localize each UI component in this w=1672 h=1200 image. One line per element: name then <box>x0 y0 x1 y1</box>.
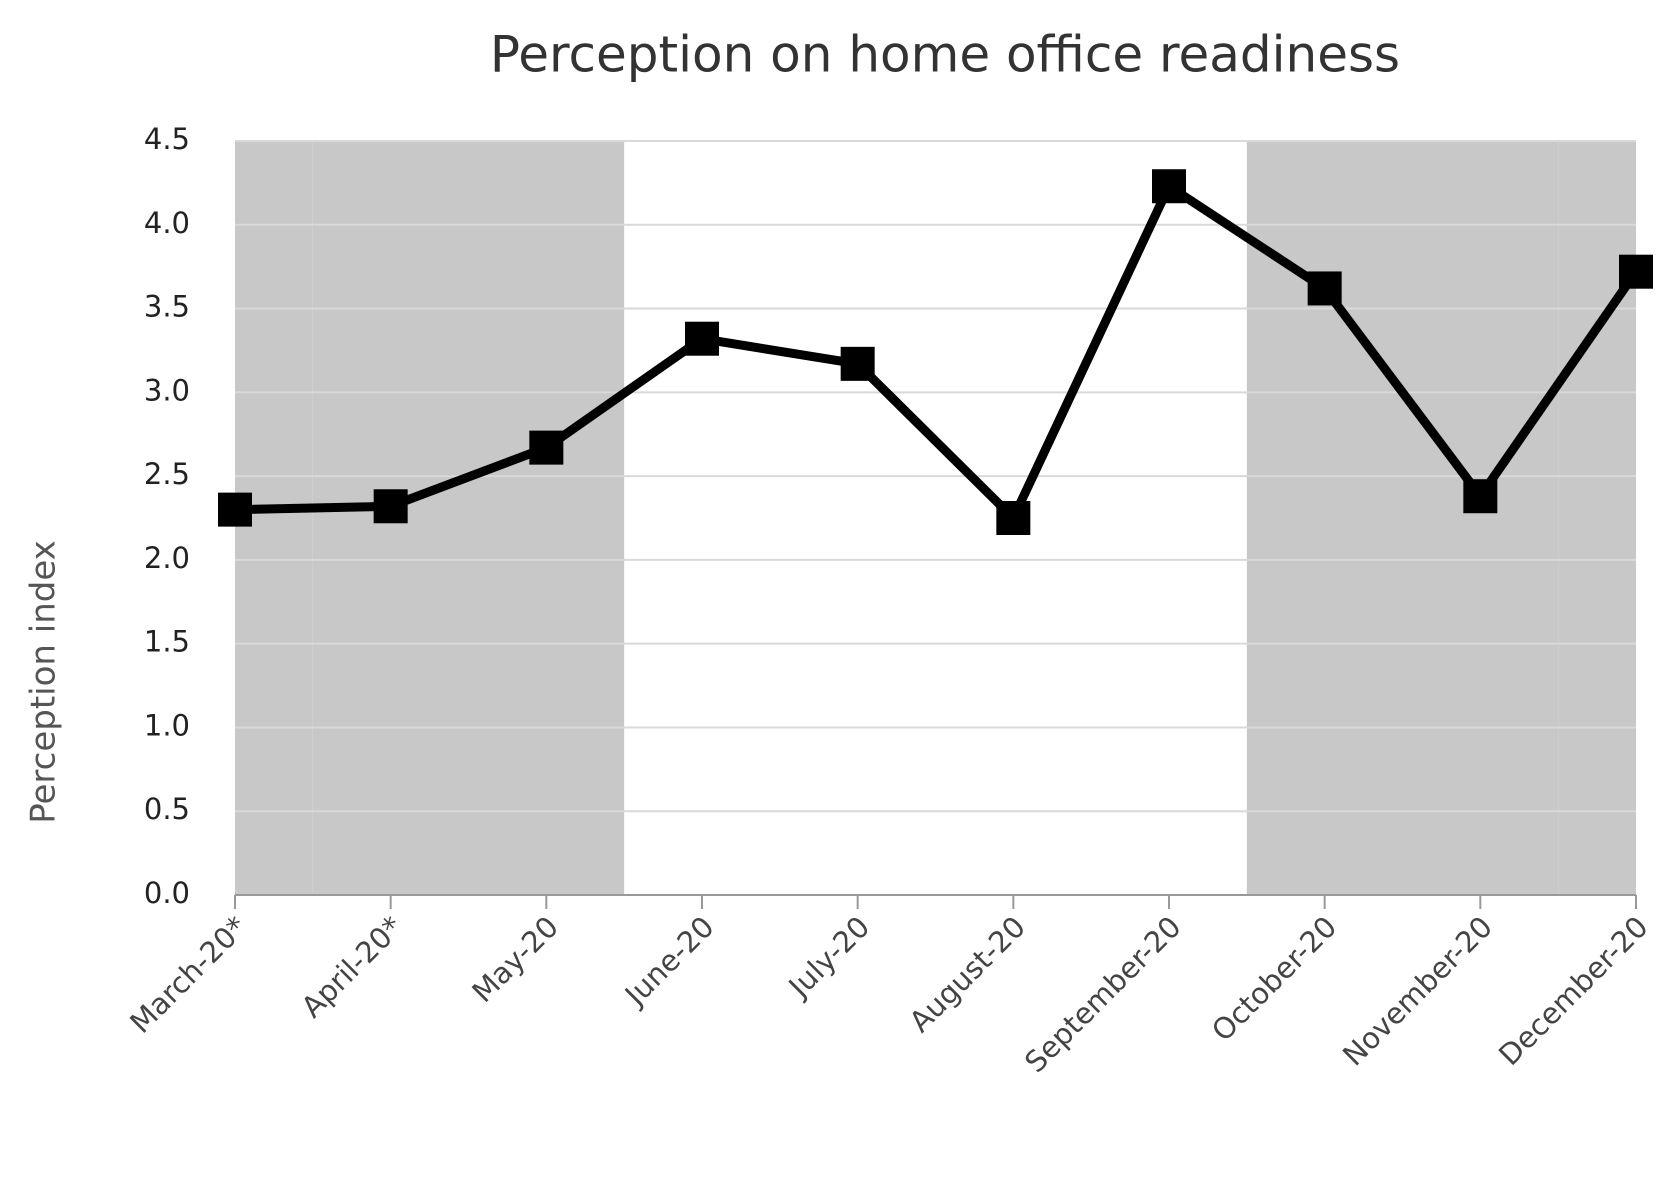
data-point <box>373 489 408 524</box>
data-point <box>1619 254 1653 289</box>
y-axis-label: Perception index <box>24 540 64 824</box>
y-tick-label: 3.5 <box>144 290 190 324</box>
x-tick-label: May-20 <box>465 910 565 1010</box>
x-tick-label: September-20 <box>1018 910 1188 1080</box>
data-point <box>1307 271 1342 306</box>
x-tick-label: November-20 <box>1336 910 1499 1073</box>
x-tick-label: July-20 <box>781 910 876 1005</box>
shaded-band <box>468 141 625 895</box>
chart-title: Perception on home office readiness <box>490 26 1400 84</box>
x-tick-label: June-20 <box>617 910 721 1014</box>
data-point <box>1463 479 1498 514</box>
y-tick-label: 1.0 <box>144 708 190 742</box>
y-tick-label: 0.5 <box>144 792 190 826</box>
y-tick-label: 4.0 <box>144 206 190 240</box>
y-tick-label: 2.5 <box>144 457 190 491</box>
shaded-band <box>1558 141 1636 895</box>
x-tick-label: April-20* <box>295 910 410 1025</box>
x-tick-label: December-20 <box>1492 910 1655 1073</box>
data-point <box>840 346 875 381</box>
y-tick-label: 2.0 <box>144 541 190 575</box>
x-tick-label: October-20 <box>1205 910 1343 1048</box>
data-line <box>234 181 1640 523</box>
data-point <box>1152 169 1186 204</box>
data-point <box>218 492 252 527</box>
data-point <box>529 430 564 465</box>
y-tick-label: 0.0 <box>144 876 190 910</box>
data-point <box>996 501 1031 535</box>
y-tick-label: 1.5 <box>144 625 190 659</box>
shaded-band <box>1246 141 1403 895</box>
y-tick-label: 3.0 <box>144 373 190 407</box>
x-tick-label: August-20 <box>903 910 1032 1039</box>
data-point <box>685 321 719 356</box>
shaded-band <box>1402 141 1559 895</box>
x-tick-label: March-20* <box>123 910 253 1040</box>
y-tick-label: 4.5 <box>144 122 190 156</box>
